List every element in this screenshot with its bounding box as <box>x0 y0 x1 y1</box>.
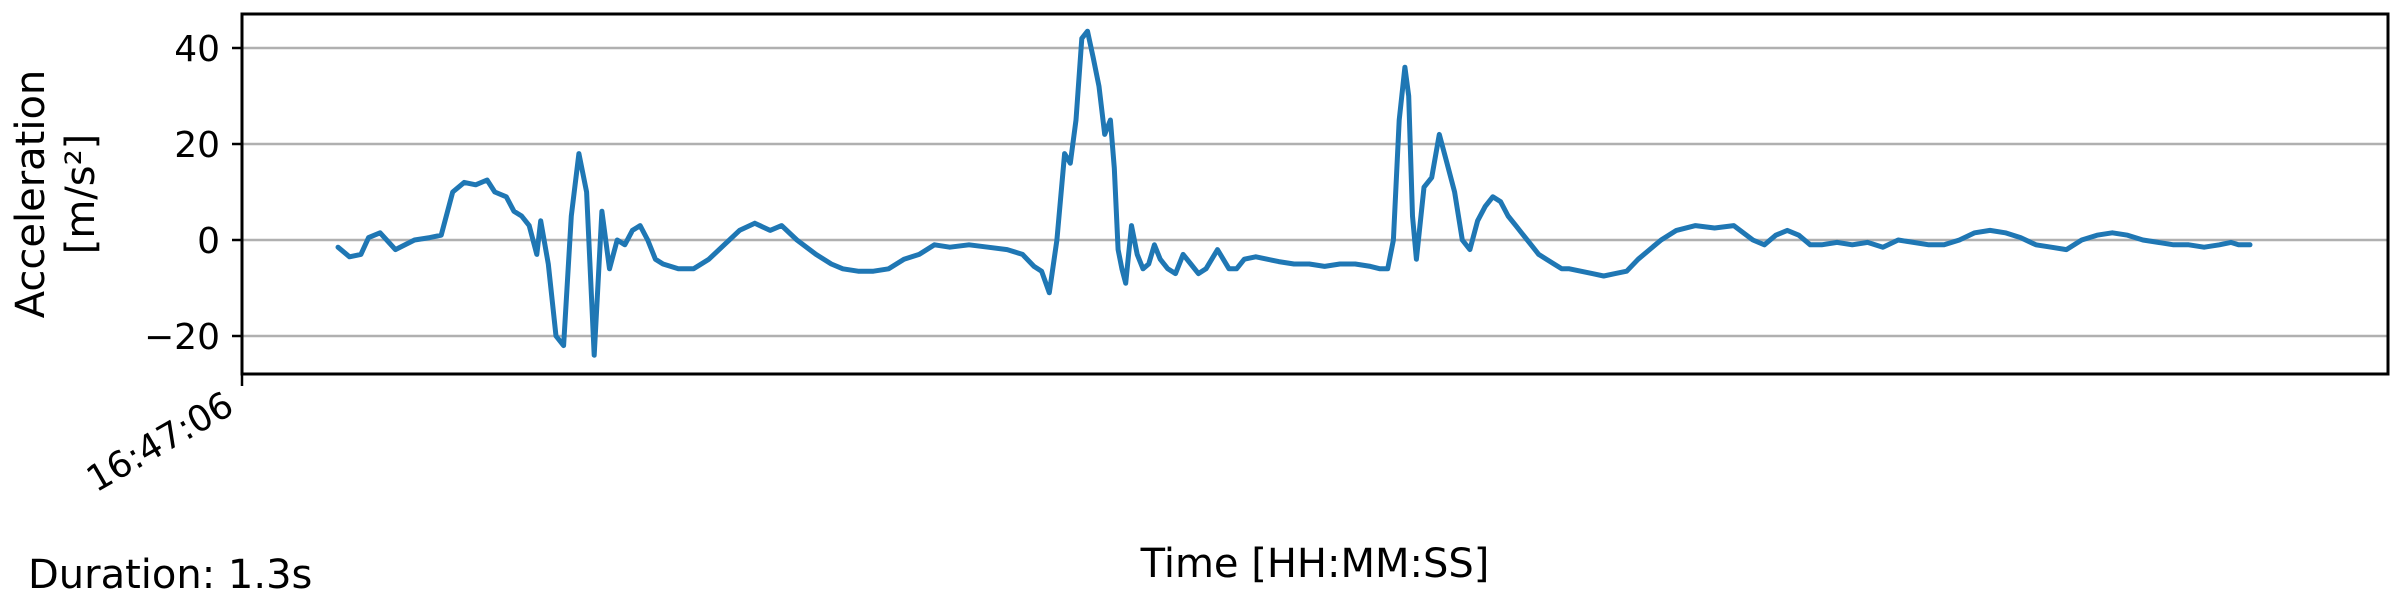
grid-lines <box>242 46 2388 338</box>
y-axis-label-line2: [m/s²] <box>58 134 104 255</box>
x-axis-ticks: 16:47:06 <box>80 374 244 501</box>
y-axis-label-line1: Acceleration <box>8 70 54 319</box>
plot-frame <box>240 12 2390 376</box>
y-tick-label: −20 <box>144 317 220 358</box>
y-tick-label: 0 <box>197 221 220 262</box>
acceleration-series-line <box>335 28 2253 358</box>
x-axis-label: Time [HH:MM:SS] <box>1140 541 1490 587</box>
y-tick-label: 40 <box>174 29 220 70</box>
y-tick-label: 20 <box>174 125 220 166</box>
line-layer <box>335 28 2253 358</box>
x-tick-label: 16:47:06 <box>80 384 241 500</box>
duration-label: Duration: 1.3s <box>28 552 313 598</box>
y-axis-ticks: −20 0 20 40 <box>144 29 242 358</box>
